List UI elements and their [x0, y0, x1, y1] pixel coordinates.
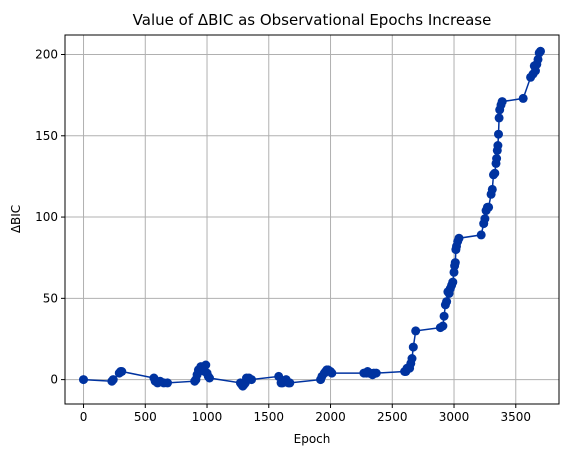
data-point — [476, 230, 486, 240]
x-tick-label: 3000 — [439, 410, 470, 424]
y-tick-label: 50 — [43, 291, 58, 305]
data-point — [407, 354, 417, 363]
data-point — [493, 141, 503, 150]
x-tick-label: 500 — [134, 410, 157, 424]
x-axis-label: Epoch — [294, 432, 331, 446]
y-tick-label: 0 — [50, 373, 58, 387]
data-point — [327, 368, 337, 378]
chart-title: Value of ΔBIC as Observational Epochs In… — [133, 11, 492, 29]
data-point — [442, 297, 452, 307]
y-tick-label: 200 — [35, 48, 58, 62]
data-point — [492, 154, 502, 163]
y-tick-label: 100 — [35, 210, 58, 224]
plot-frame — [64, 34, 560, 405]
data-point — [371, 368, 381, 378]
data-point — [411, 326, 421, 336]
data-point — [408, 342, 418, 352]
data-point — [163, 378, 172, 388]
data-point — [108, 375, 118, 385]
y-axis-label: ΔBIC — [9, 205, 23, 233]
x-tick-label: 0 — [80, 410, 88, 424]
data-point — [285, 378, 295, 388]
x-tick-label: 1500 — [254, 410, 285, 424]
data-point — [454, 233, 464, 243]
x-tick-label: 2500 — [377, 410, 408, 424]
x-tick-label: 3500 — [501, 410, 532, 424]
x-tick-label: 2000 — [315, 410, 346, 424]
data-point — [439, 311, 449, 321]
data-point — [117, 367, 127, 376]
data-series — [79, 46, 545, 391]
data-point — [497, 97, 507, 107]
data-point — [201, 360, 211, 370]
axis-ticks: 0 500 1000 1500 2000 2500 3000 3500 0 50 100 150 200 — [35, 48, 531, 424]
data-point — [480, 214, 490, 224]
data-point — [450, 258, 460, 268]
data-point — [490, 168, 500, 178]
data-point — [494, 129, 503, 139]
data-point — [438, 321, 448, 331]
y-tick-label: 150 — [35, 129, 58, 143]
data-point — [536, 46, 545, 56]
data-point — [449, 267, 459, 277]
data-point — [487, 184, 497, 194]
data-point — [205, 373, 214, 383]
data-point — [448, 277, 458, 287]
data-point — [79, 375, 88, 385]
grid-lines — [65, 35, 559, 404]
data-point — [484, 202, 494, 212]
x-tick-label: 1000 — [192, 410, 223, 424]
data-point — [247, 375, 256, 385]
data-point — [518, 93, 528, 103]
data-point — [494, 113, 504, 123]
